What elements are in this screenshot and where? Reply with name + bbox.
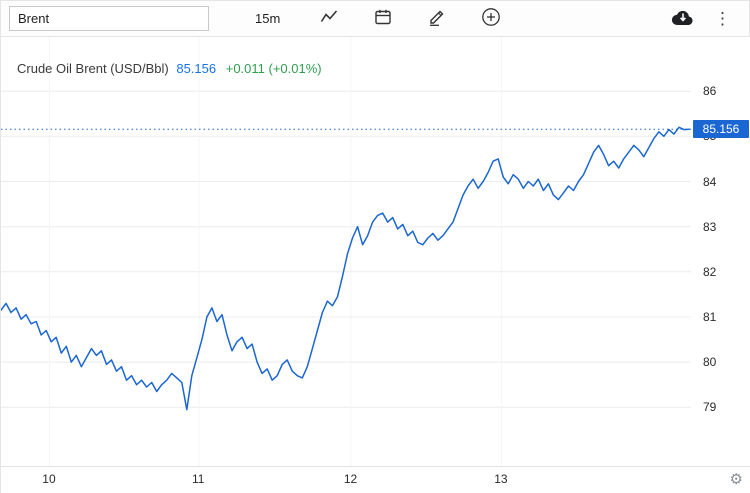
y-axis-label: 83: [703, 219, 717, 234]
draw-tools-button[interactable]: [426, 8, 448, 30]
y-axis-label: 79: [703, 400, 717, 415]
x-axis-label: 11: [192, 472, 205, 486]
toolbar-right-group: ⋮: [671, 8, 741, 30]
pencil-icon: [427, 7, 447, 30]
x-axis-label: 10: [42, 472, 56, 486]
more-menu-button[interactable]: ⋮: [710, 10, 735, 27]
last-price-tag: 85.156: [693, 120, 749, 139]
x-axis-label: 13: [494, 472, 508, 486]
y-axis-label: 80: [703, 355, 717, 370]
y-axis-label: 84: [703, 174, 717, 189]
interval-button[interactable]: 15m: [249, 10, 286, 27]
line-chart-icon: [320, 8, 338, 29]
top-toolbar: 15m: [1, 1, 749, 37]
add-indicator-button[interactable]: [480, 8, 502, 30]
chart-type-button[interactable]: [318, 8, 340, 30]
date-range-button[interactable]: [372, 8, 394, 30]
y-axis-label: 81: [703, 309, 717, 324]
download-button[interactable]: [671, 8, 695, 30]
x-axis-label: 12: [343, 472, 358, 486]
plus-circle-icon: [481, 7, 501, 30]
y-axis-label: 82: [703, 264, 717, 279]
symbol-search-input[interactable]: [9, 6, 209, 31]
kebab-menu-icon: ⋮: [714, 9, 731, 28]
chart-settings-button[interactable]: ⚙: [730, 470, 743, 488]
y-axis-label: 86: [703, 84, 717, 99]
chart-area: Crude Oil Brent (USD/Bbl) 85.156 +0.011 …: [1, 37, 750, 466]
gear-icon: ⚙: [729, 471, 743, 488]
calendar-icon: [374, 8, 392, 29]
x-axis[interactable]: ⚙ 10 11 12 13: [1, 466, 750, 493]
cloud-download-icon: [671, 9, 695, 29]
price-chart[interactable]: [1, 37, 691, 466]
